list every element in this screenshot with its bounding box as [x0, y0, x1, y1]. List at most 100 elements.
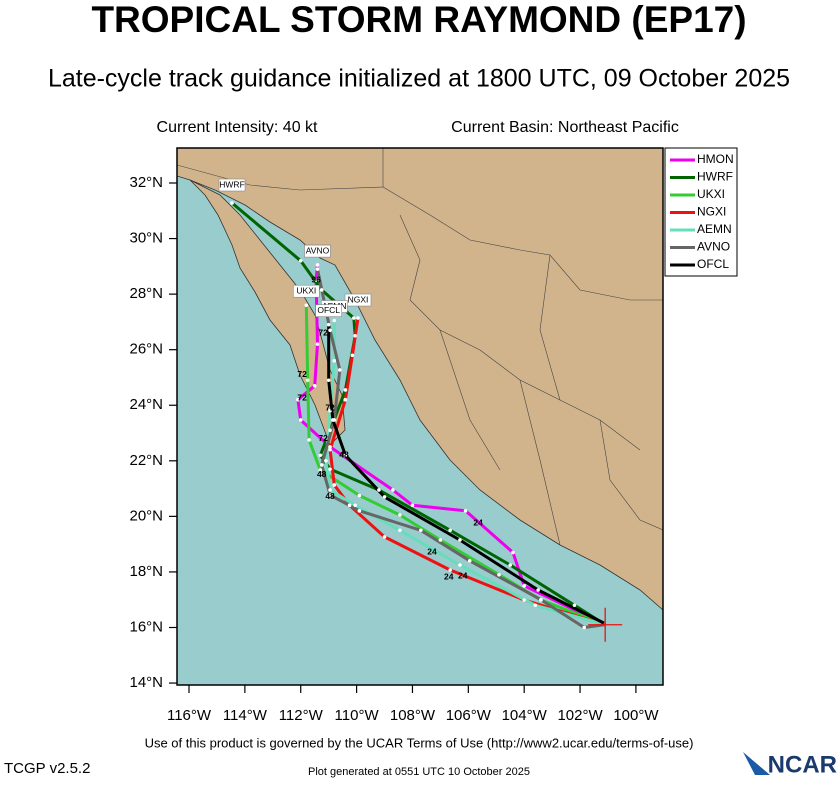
legend-label: HWRF	[697, 170, 733, 184]
track-point	[328, 493, 332, 497]
track-point	[343, 388, 348, 392]
end-label-text: HWRF	[219, 179, 245, 189]
track-point	[419, 528, 423, 533]
end-label-box	[293, 284, 320, 298]
hour-label: 72	[318, 327, 328, 337]
track-point	[438, 538, 443, 542]
track-point	[347, 503, 352, 508]
end-label-box	[344, 293, 372, 307]
end-label: UKXI	[293, 284, 320, 298]
track-point	[539, 597, 543, 602]
track-point	[318, 468, 323, 472]
track-point	[338, 368, 342, 372]
track-point	[298, 418, 303, 422]
legend-label: AVNO	[697, 240, 730, 254]
hour-label: 72	[297, 369, 307, 379]
x-tick-label: 112°W	[279, 707, 324, 724]
current-position	[588, 607, 623, 642]
end-label: HWRF	[218, 178, 246, 192]
track-point	[319, 288, 324, 292]
terms: Use of this product is governed by the U…	[145, 735, 694, 750]
track-point	[536, 588, 540, 592]
track-point	[324, 459, 328, 463]
track-point	[582, 625, 587, 630]
hour-label: 48	[325, 491, 335, 501]
track-point	[298, 258, 303, 263]
x-tick-label: 108°W	[390, 707, 436, 724]
track-point	[230, 201, 234, 205]
y-tick-label: 30°N	[129, 230, 163, 247]
track-point	[572, 603, 577, 608]
legend-label: HMON	[697, 152, 734, 166]
land	[177, 148, 663, 611]
x-tick-label: 104°W	[502, 707, 548, 724]
track-point	[343, 453, 348, 458]
end-label: OFCL	[315, 304, 342, 317]
track-point	[331, 418, 335, 422]
track	[316, 268, 606, 629]
track-point	[350, 353, 355, 358]
title: TROPICAL STORM RAYMOND (EP17)	[91, 0, 746, 40]
track-point	[315, 267, 320, 271]
hour-label: 48	[317, 469, 327, 479]
track	[328, 317, 606, 627]
track-point	[315, 342, 320, 346]
hour-label: 24	[444, 572, 454, 582]
track-point	[448, 568, 452, 572]
end-label-text: OFCL	[317, 305, 340, 315]
track-point	[318, 453, 323, 458]
track-point	[328, 467, 332, 471]
hour-label: 72	[297, 392, 307, 402]
legend-label: NGXI	[697, 205, 726, 219]
x-tick-label: 102°W	[557, 707, 603, 724]
end-label: NGXI	[344, 293, 372, 307]
track-point	[353, 503, 358, 508]
hour-label: 72	[325, 402, 335, 412]
map	[177, 148, 663, 685]
track-point	[352, 316, 356, 320]
track	[231, 201, 607, 626]
track-point	[382, 495, 387, 499]
track-point	[522, 584, 526, 588]
hour-label: 24	[473, 517, 483, 527]
logo: NCAR	[768, 751, 837, 778]
x-tick-label: 114°W	[223, 707, 268, 724]
end-label-box	[304, 244, 331, 258]
track-point	[332, 358, 337, 363]
track-point	[382, 535, 387, 539]
track-point	[357, 493, 362, 498]
track-point	[328, 428, 332, 433]
end-label: AVNO	[304, 244, 331, 258]
end-label-text: AVNO	[306, 245, 330, 255]
track-point	[328, 409, 332, 413]
track-point	[410, 503, 415, 508]
track-point	[463, 509, 468, 513]
track-point	[508, 563, 513, 567]
end-label-box	[315, 304, 342, 317]
track-point	[458, 563, 462, 567]
y-tick-label: 16°N	[129, 618, 163, 635]
hour-label: 24	[458, 570, 468, 580]
track-point	[328, 447, 332, 452]
track-point	[458, 538, 462, 542]
track-point	[312, 384, 317, 388]
legend-label: UKXI	[697, 187, 725, 201]
end-label-text: UKXI	[296, 285, 316, 295]
track-point	[328, 445, 332, 449]
y-tick-label: 18°N	[129, 563, 163, 580]
track-point	[391, 488, 395, 492]
y-tick-label: 22°N	[129, 452, 163, 469]
track-point	[533, 603, 538, 608]
track-point	[307, 438, 311, 442]
track-point	[448, 528, 452, 533]
track-point	[357, 509, 362, 513]
track-point	[511, 550, 515, 555]
track-point	[398, 513, 402, 517]
x-tick-label: 116°W	[167, 707, 212, 724]
plot: HMONHWRFUKXINGXIAEMNAVNOOFCL242424244848…	[218, 178, 623, 642]
y-tick-label: 20°N	[129, 507, 163, 524]
y-tick-label: 14°N	[129, 674, 163, 691]
basin: Current Basin: Northeast Pacific	[451, 119, 679, 136]
y-tick-label: 28°N	[129, 285, 163, 302]
